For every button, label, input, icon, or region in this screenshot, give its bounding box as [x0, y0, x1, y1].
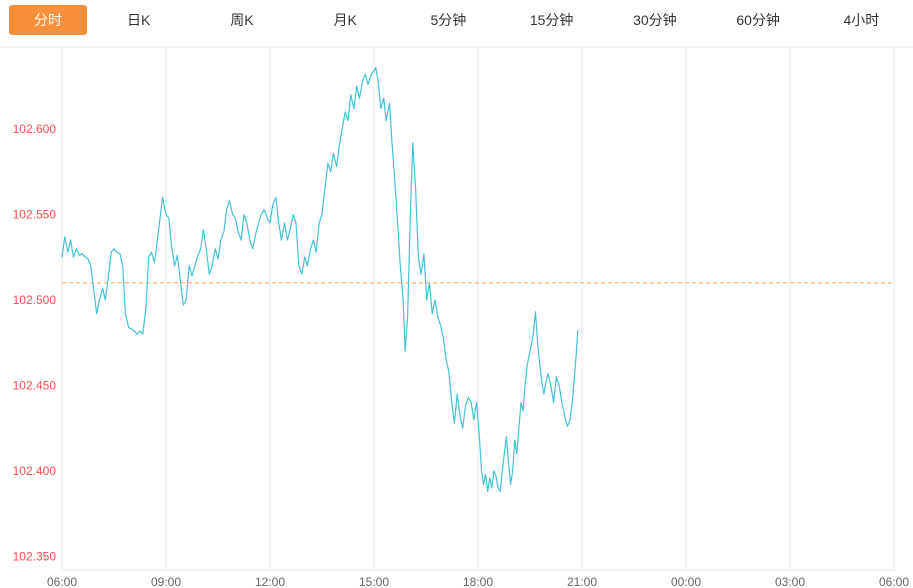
tab-intraday[interactable]: 分时 — [9, 5, 87, 35]
y-axis-label: 102.400 — [13, 464, 57, 478]
x-axis-label: 09:00 — [151, 575, 181, 588]
tab-15min[interactable]: 15分钟 — [529, 12, 574, 28]
tab-60min[interactable]: 60分钟 — [736, 12, 780, 28]
price-line — [61, 66, 579, 492]
timeframe-tabbar: 分时 日K 周K 月K 5分钟 15分钟 30分钟 60分钟 4小时 — [0, 0, 913, 40]
tab-30min[interactable]: 30分钟 — [633, 12, 677, 28]
y-axis-label: 102.500 — [13, 293, 57, 307]
x-axis-label: 15:00 — [359, 575, 389, 588]
tab-5min[interactable]: 5分钟 — [430, 12, 467, 28]
tab-monthly-k[interactable]: 月K — [333, 12, 357, 28]
tab-weekly-k[interactable]: 周K — [230, 12, 254, 28]
tab-daily-k[interactable]: 日K — [126, 12, 151, 28]
x-axis-label: 00:00 — [671, 575, 701, 588]
x-axis-label: 18:00 — [463, 575, 493, 588]
x-axis-label: 12:00 — [255, 575, 285, 588]
price-chart[interactable]: 06:00 09:00 12:00 15:00 18:00 21:00 00:00 03:00… — [0, 40, 913, 588]
y-axis-label: 102.450 — [13, 378, 57, 392]
y-axis-label: 102.600 — [13, 122, 57, 136]
x-axis-label: 21:00 — [567, 575, 597, 588]
x-axis-label: 03:00 — [775, 575, 805, 588]
x-axis-label: 06:00 — [879, 575, 909, 588]
y-axis-label: 102.350 — [13, 549, 57, 563]
y-axis-label: 102.550 — [13, 207, 57, 221]
tab-4hour[interactable]: 4小时 — [843, 12, 880, 28]
x-axis-label: 06:00 — [47, 575, 77, 588]
